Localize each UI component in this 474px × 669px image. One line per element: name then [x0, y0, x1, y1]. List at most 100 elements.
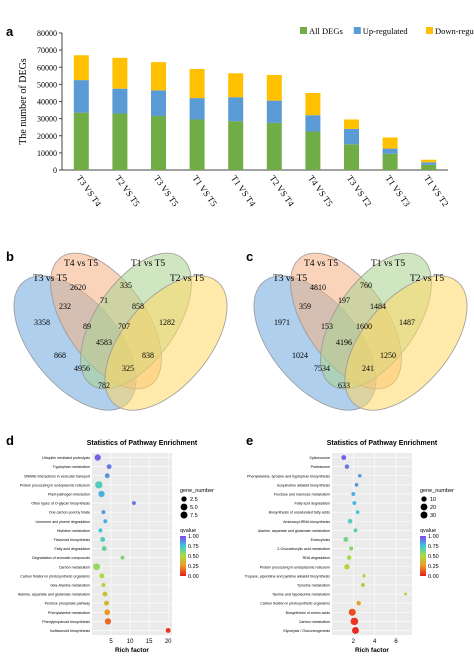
pathway-label: Spliceosome: [309, 456, 330, 460]
venn-region-count: 3358: [34, 318, 50, 327]
pathway-label: Degradation of aromatic compounds: [32, 556, 90, 560]
legend-swatch: [353, 27, 361, 34]
color-legend-label: 0.50: [428, 554, 439, 560]
venn-region-count: 335: [120, 281, 132, 290]
enrichment-point: [102, 591, 108, 597]
y-tick-label: 10000: [37, 149, 57, 158]
enrichment-point: [93, 563, 100, 571]
enrichment-point: [99, 573, 105, 579]
chart-title: Statistics of Pathway Enrichment: [327, 440, 438, 447]
enrichment-point: [98, 528, 103, 533]
bar-segment-down-regulated: [421, 159, 437, 163]
x-tick-label: 5: [109, 639, 113, 645]
enrichment-point: [344, 564, 350, 570]
enrichment-point: [104, 473, 110, 479]
bar-segment-all-degs: [344, 144, 359, 170]
enrichment-point: [404, 592, 407, 596]
venn-region-count: 359: [299, 302, 311, 311]
enrichment-point: [131, 501, 136, 506]
y-tick-label: 50000: [37, 80, 57, 89]
pathway-label: Carbon metabolism: [59, 565, 90, 569]
pathway-label: Histidine metabolism: [57, 529, 90, 533]
size-legend-label: 30: [430, 513, 436, 519]
y-tick-label: 70000: [37, 46, 57, 55]
enrichment-point: [95, 481, 103, 489]
color-legend-title: qvalue: [420, 528, 436, 534]
bar-segment-down-regulated: [266, 74, 282, 101]
size-legend-dot: [180, 511, 188, 519]
bar-segment-down-regulated: [305, 92, 321, 116]
venn-set-label: T1 vs T5: [131, 259, 165, 269]
pathway-label: Protein processing in endoplasmic reticu…: [20, 483, 90, 487]
color-legend-label: 1.00: [188, 534, 199, 540]
chart-title: Statistics of Pathway Enrichment: [87, 440, 198, 447]
bar-segment-up-regulated: [228, 97, 244, 122]
pathway-label: Protein processing in endoplasmic reticu…: [260, 565, 330, 569]
venn-diagram-b: T3 vs T5 T4 vs T5 T1 vs T5 T2 vs T5 3358 2620…: [13, 252, 228, 411]
bar-segment-all-degs: [151, 116, 166, 170]
enrichment-point: [348, 608, 356, 616]
pathway-label: Pentose phosphate pathway: [45, 602, 91, 606]
enrichment-point: [347, 519, 353, 524]
color-legend-label: 0.75: [188, 544, 199, 550]
venn-set-ellipse: [344, 275, 468, 411]
size-legend-label: 10: [430, 497, 436, 503]
pathway-label: Tryptophan metabolism: [53, 465, 90, 469]
y-tick-label: 20000: [37, 132, 57, 141]
bar-segment-down-regulated: [73, 55, 89, 81]
pathway-label: Fatty acid degradation: [54, 547, 90, 551]
y-tick-label: 30000: [37, 115, 57, 124]
bar-segment-down-regulated: [382, 137, 398, 149]
y-tick-label: 40000: [37, 98, 57, 107]
pathway-label: Glycolysis / Gluconeogenesis: [283, 629, 330, 633]
color-legend-label: 0.25: [428, 564, 439, 570]
venn-region-count: 153: [321, 322, 333, 331]
enrichment-point: [352, 501, 357, 506]
color-legend-bar: [180, 536, 186, 576]
size-legend-dot: [180, 503, 188, 511]
x-axis-label: Rich factor: [355, 647, 389, 654]
enrichment-point: [100, 536, 106, 542]
enrichment-chart-d: Statistics of Pathway Enrichment Ubiquiti…: [18, 440, 214, 654]
size-legend-label: 5.0: [190, 505, 198, 511]
color-legend-label: 0.75: [428, 544, 439, 550]
legend-label: Down-regulated: [435, 26, 474, 36]
venn-set-label: T2 vs T5: [410, 274, 444, 284]
venn-set-label: T4 vs T5: [64, 259, 98, 269]
color-legend-bar: [420, 536, 426, 576]
pathway-label: RNA degradation: [303, 556, 330, 560]
enrichment-point: [165, 627, 171, 633]
size-legend-title: gene_number: [420, 488, 454, 494]
venn-region-count: 4583: [96, 338, 112, 347]
bar-segment-up-regulated: [151, 90, 166, 117]
venn-region-count: 4196: [336, 338, 352, 347]
enrichment-point: [354, 483, 359, 487]
bar-segment-up-regulated: [305, 115, 321, 132]
enrichment-point: [356, 600, 361, 606]
venn-set-ellipse: [104, 275, 228, 411]
color-legend-label: 0.25: [188, 564, 199, 570]
x-tick-label: T1 VS T5: [190, 173, 219, 208]
enrichment-point: [346, 555, 352, 560]
venn-set-label: T2 vs T5: [170, 274, 204, 284]
venn-region-count: 4956: [74, 364, 90, 373]
pathway-label: Carbon fixation in photosynthetic organi…: [20, 574, 90, 578]
pathway-label: Biosynthesis of amino acids: [286, 611, 331, 615]
pathway-label: Ubiquitin mediated proteolysis: [42, 456, 90, 460]
venn-region-count: 1487: [399, 318, 415, 327]
enrichment-point: [343, 536, 349, 542]
plot-background: [332, 453, 412, 635]
venn-region-count: 707: [118, 322, 130, 331]
enrichment-point: [362, 574, 366, 578]
x-tick-label: T2 VS T5: [113, 173, 142, 208]
legend-label: All DEGs: [309, 26, 343, 36]
bar-segment-all-degs: [305, 131, 321, 170]
enrichment-point: [341, 455, 347, 461]
enrichment-point: [101, 582, 106, 587]
x-tick-label: T3 VS T5: [152, 173, 181, 208]
pathway-label: Limonene and pinene degradation: [35, 520, 90, 524]
y-tick-label: 60000: [37, 63, 57, 72]
venn-region-count: 2620: [70, 283, 86, 292]
pathway-label: Taurine and hypotaurine metabolism: [272, 593, 330, 597]
plot-background: [92, 453, 172, 635]
